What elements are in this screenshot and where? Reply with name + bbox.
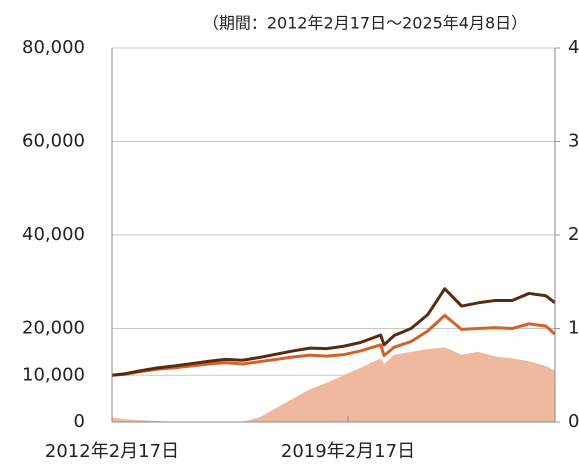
y2-tick-label: 2 (568, 224, 579, 245)
chart-subtitle: （期間：2012年2月17日～2025年4月8日） (203, 14, 527, 33)
x-tick-label: 2019年2月17日 (281, 441, 415, 462)
y2-tick-label: 3 (568, 131, 579, 152)
y2-tick-label: 1 (568, 318, 579, 339)
y-tick-label: 80,000 (22, 37, 85, 58)
y-tick-label: 10,000 (22, 364, 85, 385)
y-tick-label: 60,000 (22, 131, 85, 152)
line (111, 287, 556, 377)
y-tick-label: 0 (74, 411, 85, 432)
x-tick-label: 2012年2月17日 (45, 441, 179, 462)
line (111, 313, 556, 377)
y2-tick-label: 4 (568, 37, 579, 58)
y-tick-label: 40,000 (22, 224, 85, 245)
y2-tick-label: 0 (568, 411, 579, 432)
area (112, 347, 555, 422)
y-tick-label: 20,000 (22, 318, 85, 339)
